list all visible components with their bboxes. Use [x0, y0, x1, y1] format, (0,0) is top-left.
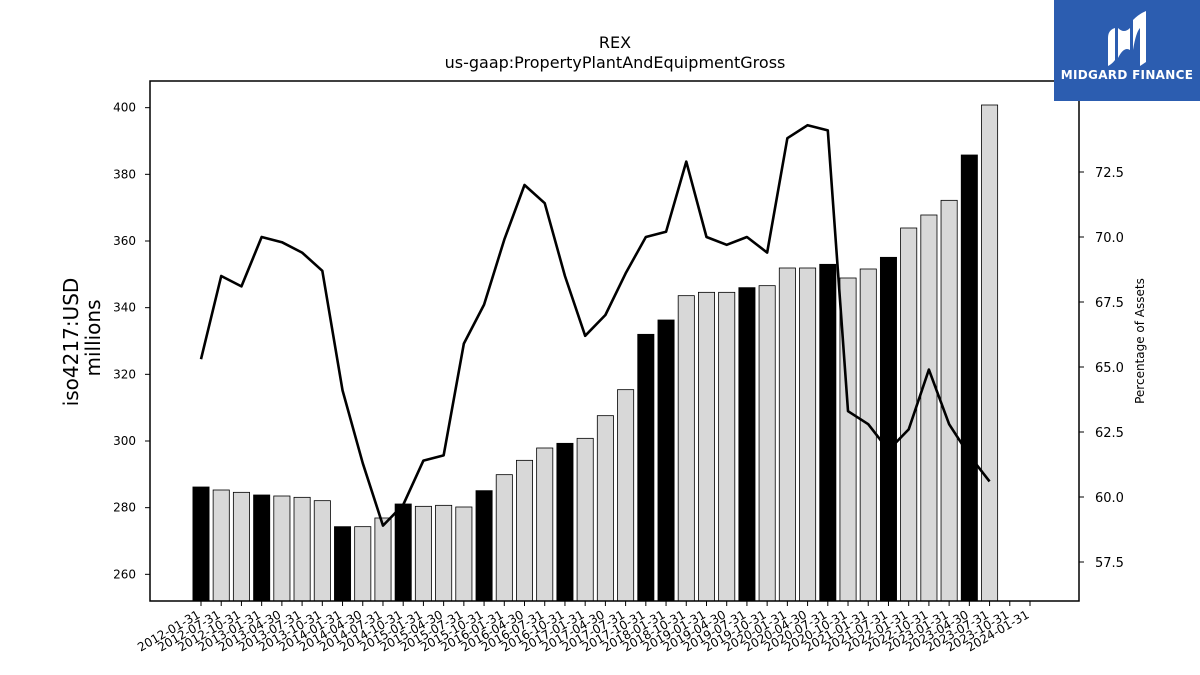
bar-2015-07-31	[455, 506, 473, 602]
y2-tick-label: 67.5	[1095, 296, 1124, 311]
y2-tick-label: 65.0	[1095, 361, 1124, 376]
bar-2017-07-31	[617, 389, 635, 602]
bar-2020-01-31	[778, 267, 796, 602]
bar-2012-10-31	[232, 491, 250, 602]
bar-2023-01-31	[940, 199, 958, 602]
bar-2013-04-30	[273, 495, 291, 602]
y-tick-label: 380	[113, 167, 136, 181]
y-tick-label: 260	[113, 567, 136, 581]
percentage-of-assets-line	[199, 123, 991, 527]
bar-2012-01-31	[192, 486, 210, 602]
bar-2016-04-30	[516, 459, 533, 602]
bar-2021-01-31	[859, 268, 877, 602]
line-group	[199, 123, 991, 527]
bar-2015-04-30	[435, 504, 453, 602]
bar-2019-10-31	[758, 285, 776, 602]
bar-2022-10-31	[920, 214, 938, 602]
bar-2020-07-31	[819, 263, 837, 602]
bar-2014-10-31	[394, 503, 412, 602]
bar-2018-01-31	[657, 319, 675, 602]
bar-2019-07-31	[738, 287, 756, 602]
bar-2021-07-31	[879, 256, 897, 602]
bar-2019-01-31	[698, 291, 715, 602]
midgard-logo-icon	[1108, 11, 1146, 66]
bar-2017-01-31	[576, 437, 594, 602]
bar-2019-04-30	[718, 291, 736, 602]
bar-2015-01-31	[414, 505, 432, 602]
y2-tick-label: 70.0	[1095, 231, 1124, 246]
y2-tick-label: 72.5	[1095, 166, 1124, 181]
bar-2017-10-31	[637, 333, 655, 602]
bar-2013-07-31	[293, 496, 311, 602]
bar-2017-04-30	[596, 415, 614, 602]
bar-2020-04-30	[799, 267, 817, 602]
bar-2014-01-31	[334, 526, 352, 602]
y2-tick-label: 60.0	[1095, 491, 1124, 506]
bar-2016-01-31	[495, 474, 513, 602]
bar-2016-10-31	[556, 442, 574, 602]
y-tick-label: 400	[113, 101, 136, 115]
bar-2015-10-31	[475, 490, 493, 602]
bar-2014-07-31	[374, 517, 392, 602]
y-tick-label: 360	[113, 234, 136, 248]
y-tick-label: 340	[113, 301, 136, 315]
y-tick-label: 280	[113, 501, 136, 515]
midgard-finance-logo: MIDGARD FINANCE	[1054, 0, 1200, 101]
y-axis-label: iso4217:USD	[59, 278, 83, 407]
bars-group	[192, 104, 999, 602]
plot-frame	[149, 80, 1080, 602]
bar-2016-07-31	[536, 447, 554, 602]
y-tick-label: 300	[113, 434, 136, 448]
bar-2013-10-31	[313, 500, 331, 602]
y2-tick-label: 57.5	[1095, 556, 1124, 571]
y-tick-label: 320	[113, 367, 136, 381]
logo-text: MIDGARD FINANCE	[1060, 68, 1194, 82]
y2-tick-label: 62.5	[1095, 426, 1124, 441]
bar-2023-07-31	[981, 104, 999, 602]
bar-2012-07-31	[212, 489, 230, 602]
bar-2018-10-31	[677, 295, 695, 602]
axes-group: 260 280 300 320 340 360 380 400 57.5 60.0 62.5 65.0…	[113, 80, 1124, 654]
y-axis-label-units: millions	[81, 299, 105, 376]
y2-axis-label: Percentage of Assets	[1133, 278, 1147, 404]
bar-2023-04-30	[960, 154, 978, 602]
bar-2013-01-31	[253, 494, 271, 602]
chart-subtitle: us-gaap:PropertyPlantAndEquipmentGross	[445, 53, 786, 72]
chart-title: REX	[599, 33, 631, 52]
bar-2014-04-30	[354, 526, 372, 602]
